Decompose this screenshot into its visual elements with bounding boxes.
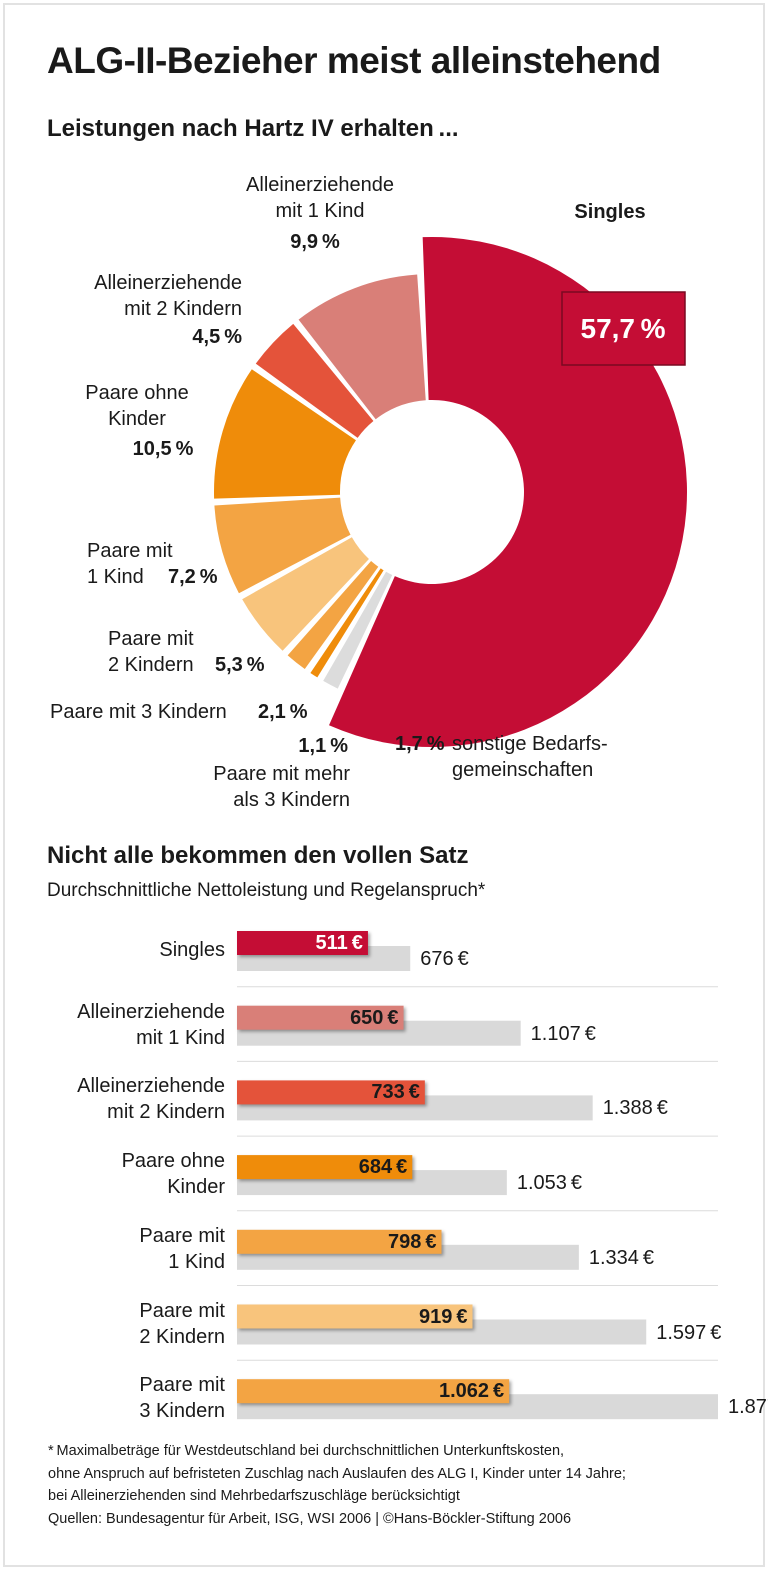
slice-value: 7,2 % bbox=[168, 566, 218, 588]
bar-category: Singles bbox=[159, 939, 225, 961]
donut-slice bbox=[242, 537, 369, 651]
slice-label: Paare mit 2 Kindern bbox=[108, 628, 194, 676]
slice-value: 57,7 % bbox=[580, 313, 666, 344]
bar-category: Alleinerziehende mit 2 Kindern bbox=[77, 1075, 225, 1124]
footnote: * Maximalbeträge für Westdeutschland bei… bbox=[48, 1443, 565, 1459]
bar-subtitle: Durchschnittliche Nettoleistung und Rege… bbox=[47, 880, 486, 901]
bar-category: Paare mit 1 Kind bbox=[139, 1224, 225, 1273]
bar-value: 1.334 € bbox=[588, 1246, 655, 1269]
bar-net bbox=[237, 1155, 413, 1180]
donut-slice bbox=[255, 323, 374, 438]
bar-value: 1.062 € bbox=[438, 1380, 505, 1403]
footnote: Quellen: Bundesagentur für Arbeit, ISG, … bbox=[48, 1510, 572, 1527]
slice-label: Paare mit 3 Kindern bbox=[50, 701, 227, 723]
slice-value: 2,1 % bbox=[258, 701, 308, 723]
bar-value: 1.597 € bbox=[656, 1321, 722, 1344]
slice-value: 1,7 % bbox=[395, 733, 445, 755]
frame bbox=[3, 3, 765, 1567]
main-title: ALG-II-Bezieher meist alleinstehend bbox=[47, 40, 661, 81]
footnote: ohne Anspruch auf befristeten Zuschlag n… bbox=[48, 1465, 626, 1482]
bar-value: 798 € bbox=[387, 1230, 437, 1253]
donut-slice bbox=[214, 497, 351, 594]
bar-net bbox=[237, 1005, 404, 1030]
slice-label: Alleinerziehende mit 2 Kindern bbox=[94, 272, 242, 320]
bar-net bbox=[237, 931, 368, 955]
bar-category: Paare mit 2 Kindern bbox=[139, 1299, 225, 1348]
slice-value: 4,5 % bbox=[192, 326, 242, 348]
bar-net bbox=[237, 1080, 425, 1105]
bar-category: Paare ohne Kinder bbox=[121, 1150, 225, 1199]
bar-value: 1.107 € bbox=[530, 1022, 596, 1045]
bar-value: 919 € bbox=[419, 1305, 468, 1328]
bar-value: 733 € bbox=[371, 1081, 420, 1104]
donut-slice bbox=[298, 274, 426, 420]
bar-value: 676 € bbox=[420, 948, 469, 970]
bar-category: Paare mit 3 Kindern bbox=[139, 1374, 225, 1423]
slice-value: 5,3 % bbox=[215, 654, 265, 676]
donut-title: Leistungen nach Hartz IV erhalten ... bbox=[47, 115, 459, 142]
slice-label: Paare mit 1 Kind bbox=[87, 540, 173, 588]
slice-label: sonstige Bedarfs- gemeinschaften bbox=[452, 733, 608, 781]
bar-category: Alleinerziehende mit 1 Kind bbox=[77, 1000, 225, 1049]
value-box bbox=[561, 291, 686, 366]
slice-label: Singles bbox=[574, 201, 646, 223]
bar-net bbox=[237, 1304, 473, 1329]
bar-value: 684 € bbox=[358, 1156, 408, 1179]
bar-value: 650 € bbox=[350, 1006, 399, 1029]
bar-value: 1.053 € bbox=[516, 1172, 583, 1195]
slice-value: 10,5 % bbox=[132, 438, 194, 460]
bar-net bbox=[237, 1229, 442, 1254]
slice-label: Paare mit mehr als 3 Kindern bbox=[213, 763, 350, 811]
bar-value: 511 € bbox=[315, 932, 363, 954]
bar-value: 1.877 € bbox=[728, 1396, 768, 1419]
donut-slice bbox=[214, 369, 356, 499]
bar-net bbox=[237, 1379, 510, 1404]
donut-slice bbox=[310, 568, 384, 678]
bar-title: Nicht alle bekommen den vollen Satz bbox=[47, 842, 469, 869]
slice-label: Paare ohne Kinder bbox=[85, 382, 189, 430]
slice-value: 9,9 % bbox=[290, 231, 340, 253]
donut-slice bbox=[323, 571, 393, 689]
slice-label: Alleinerziehende mit 1 Kind bbox=[246, 174, 394, 222]
footnote: bei Alleinerziehenden sind Mehrbedarfszu… bbox=[48, 1488, 460, 1504]
bar-value: 1.388 € bbox=[602, 1097, 668, 1120]
donut-slice bbox=[287, 560, 379, 670]
slice-value: 1,1 % bbox=[298, 735, 348, 757]
